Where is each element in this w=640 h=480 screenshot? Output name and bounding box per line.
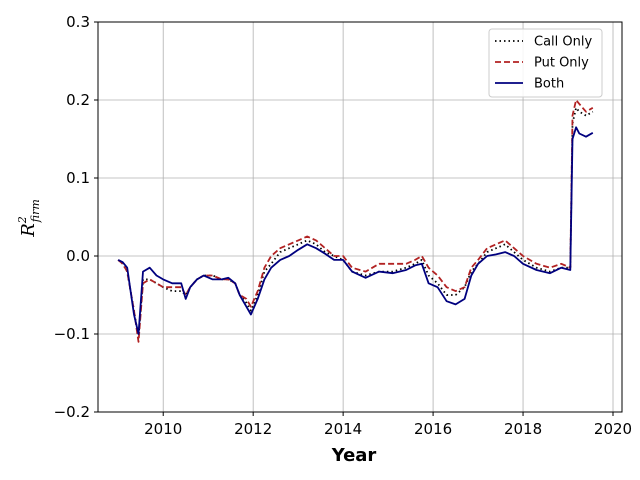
y-tick-label: 0.0 [66, 247, 90, 265]
y-axis-label: R2firm [16, 199, 42, 238]
plot-frame [97, 21, 623, 413]
legend-label-put-only: Put Only [534, 56, 589, 71]
legend-label-both: Both [534, 77, 564, 92]
y-tick-label: 0.2 [66, 91, 90, 109]
series-line-put-only [117, 99, 594, 343]
x-tick-label: 2018 [504, 420, 542, 438]
x-axis-label: Year [331, 445, 377, 466]
x-tick-label: 2016 [414, 420, 452, 438]
y-tick-label: −0.2 [54, 403, 90, 421]
y-axis-label-sup: 2 [16, 216, 29, 224]
svg-text:R2firm: R2firm [16, 199, 42, 238]
series-line-both [117, 126, 594, 335]
series-lines [117, 99, 594, 343]
y-axis-label-base: R [18, 223, 39, 238]
x-tick-label: 2014 [324, 420, 362, 438]
y-tick-label: 0.1 [66, 169, 90, 187]
x-tick-label: 2010 [144, 420, 182, 438]
x-tick-label: 2012 [234, 420, 272, 438]
y-axis-label-sub: firm [29, 199, 42, 223]
legend: Call Only Put Only Both [488, 28, 603, 98]
y-tick-label: −0.1 [54, 325, 90, 343]
y-tick-label: 0.3 [66, 13, 90, 31]
axis-ticks: 2010 2012 2014 2016 2018 2020 −0.2 −0.1 0.0 0.1 0.… [54, 13, 633, 438]
series-line-call-only [117, 106, 594, 339]
legend-label-call-only: Call Only [534, 35, 592, 50]
legend-box [488, 28, 603, 98]
grid [98, 21, 622, 413]
x-tick-label: 2020 [594, 420, 632, 438]
